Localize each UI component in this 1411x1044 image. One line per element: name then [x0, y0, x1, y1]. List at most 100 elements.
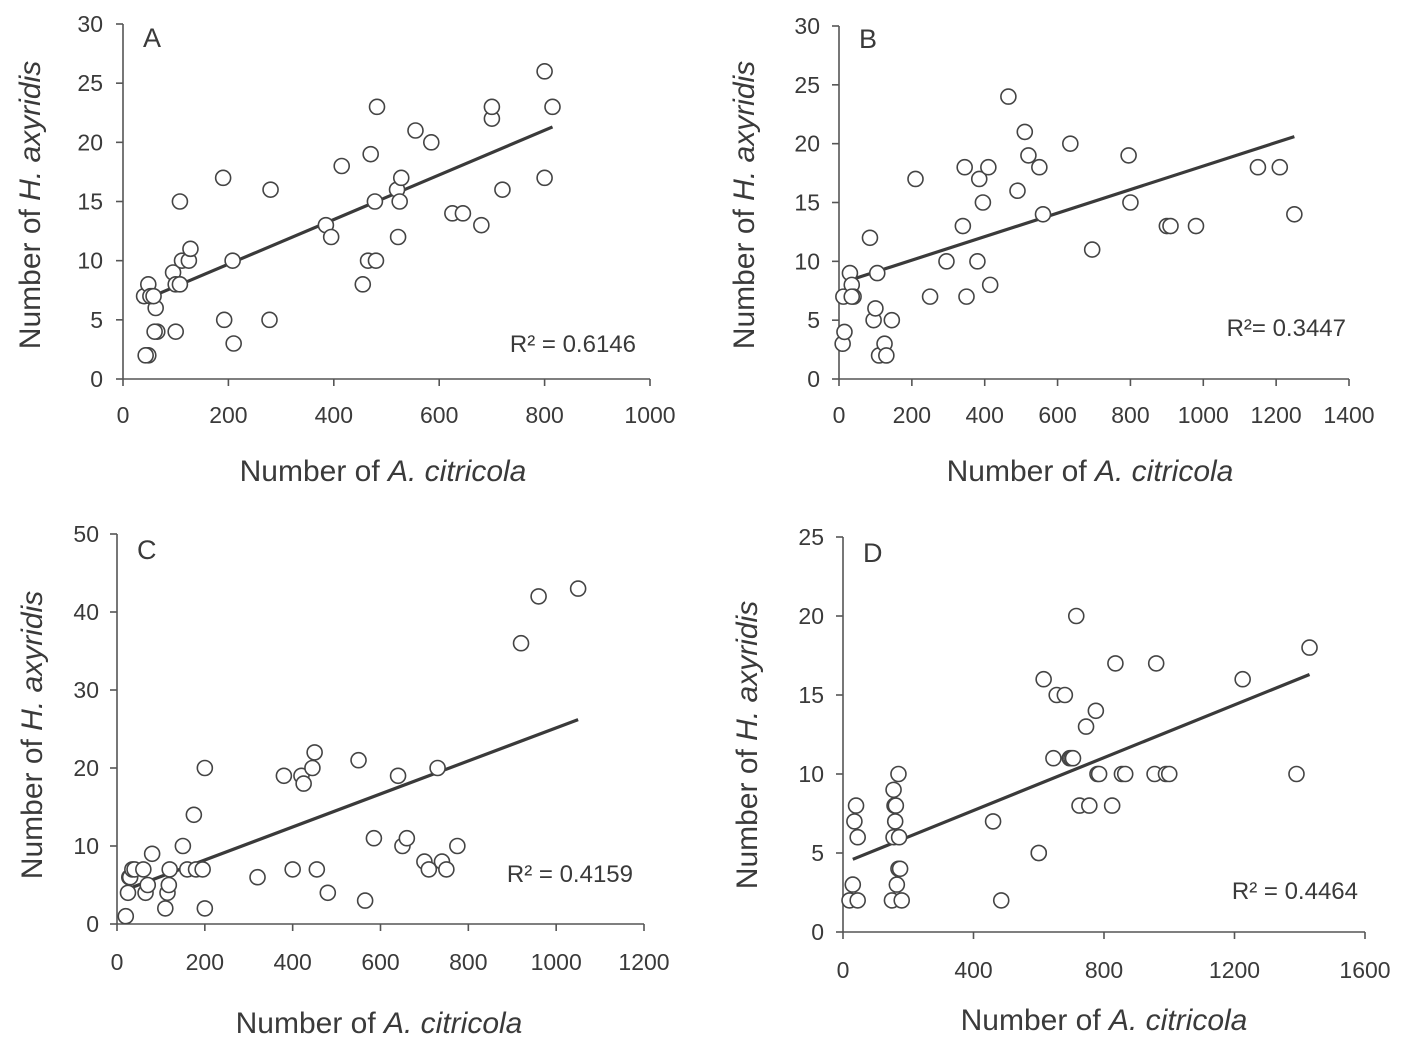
y-axis-title-b-part-0: Number of	[728, 201, 761, 349]
x-tick-label-b-1: 200	[893, 402, 931, 428]
data-point-b-19	[956, 158, 973, 176]
data-point-b-28	[1016, 123, 1034, 141]
x-tick-label-a-0: 0	[117, 402, 130, 428]
panel-letter-d: D	[863, 538, 883, 568]
data-point-d-18	[984, 813, 1002, 830]
x-axis-title-b: Number of A. citricola	[947, 455, 1234, 488]
data-point-d-36	[1103, 797, 1121, 814]
y-tick-label-c-2: 20	[73, 755, 99, 781]
data-point-d-25	[1056, 686, 1074, 704]
trendline-d	[852, 672, 1311, 861]
data-point-b-41	[1286, 205, 1303, 223]
data-point-d-45	[1288, 765, 1305, 783]
data-point-b-24	[980, 158, 997, 176]
data-point-a-40	[454, 205, 472, 222]
trendline-a	[138, 125, 554, 304]
trendline-b	[849, 135, 1295, 282]
data-point-c-18	[194, 861, 211, 878]
data-point-a-46	[536, 63, 553, 80]
panel-b: 0 200 400 600 800 1000 1200 1400 0 5 10 15 20 25 30 Num…	[728, 13, 1375, 488]
x-tick-label-a-1: 200	[209, 402, 247, 428]
data-point-c-22	[275, 767, 293, 785]
x-axis-title-a-part-0: Number of	[240, 455, 388, 488]
data-point-a-7	[137, 347, 154, 364]
y-tick-label-c-4: 40	[73, 599, 99, 625]
data-point-b-7	[861, 229, 879, 247]
y-tick-label-d-2: 10	[798, 761, 824, 787]
data-point-b-29	[1020, 147, 1037, 164]
data-point-c-26	[304, 759, 321, 777]
x-axis-title-a: Number of A. citricola	[240, 455, 527, 488]
x-axis-title-c: Number of A. citricola	[236, 1007, 523, 1039]
data-point-b-32	[1062, 135, 1079, 152]
y-tick-label-b-5: 25	[794, 72, 820, 98]
data-point-d-37	[1107, 655, 1124, 672]
x-tick-label-b-0: 0	[833, 402, 846, 428]
data-point-d-3	[847, 797, 865, 814]
data-point-a-32	[368, 98, 386, 116]
data-point-a-6	[146, 323, 163, 340]
data-point-d-35	[1090, 765, 1108, 783]
data-point-a-36	[392, 169, 410, 187]
y-axis-title-d-part-0: Number of	[731, 741, 764, 889]
data-point-b-16	[921, 288, 939, 305]
x-axis-title-a-part-1: A. citricola	[386, 455, 526, 488]
data-point-b-18	[954, 217, 972, 235]
data-point-c-35	[398, 829, 416, 847]
data-point-c-43	[530, 588, 547, 605]
data-point-c-20	[196, 759, 214, 777]
data-point-b-39	[1249, 158, 1267, 176]
data-point-c-13	[161, 861, 178, 878]
y-tick-label-b-4: 20	[794, 131, 820, 157]
panel-c: 0 200 400 600 800 1000 1200 0 10 20 30 40 50 Number o…	[16, 521, 670, 1040]
panel-a: 0 200 400 600 800 1000 0 5 10 15 20 25 30 Number of A…	[14, 11, 676, 488]
data-point-b-22	[970, 170, 988, 188]
x-tick-label-b-2: 400	[966, 402, 1004, 428]
x-tick-label-a-2: 400	[315, 402, 353, 428]
data-point-c-33	[389, 767, 407, 785]
data-point-d-14	[890, 765, 907, 783]
data-point-a-29	[362, 145, 379, 163]
x-tick-label-b-5: 1000	[1178, 402, 1229, 428]
data-point-a-9	[145, 287, 162, 305]
x-axis-title-c-part-1: A. citricola	[382, 1007, 522, 1039]
data-point-b-10	[868, 264, 886, 282]
data-point-c-8	[139, 876, 157, 894]
data-point-a-19	[215, 311, 233, 329]
data-point-d-28	[1064, 749, 1082, 767]
y-axis-title-d: Number of H. axyridis	[731, 601, 764, 889]
data-point-c-30	[350, 751, 367, 769]
y-tick-label-b-2: 10	[794, 248, 820, 274]
data-point-d-1	[844, 876, 862, 893]
data-point-b-40	[1271, 158, 1289, 176]
data-point-b-33	[1083, 241, 1101, 258]
data-point-a-18	[214, 169, 232, 187]
data-point-d-21	[1030, 844, 1048, 862]
data-point-b-25	[981, 276, 999, 294]
data-point-c-28	[308, 861, 326, 878]
y-tick-label-b-6: 30	[794, 13, 820, 39]
trendline-c	[127, 718, 579, 891]
x-tick-label-c-4: 800	[449, 949, 487, 975]
data-point-b-35	[1122, 194, 1139, 211]
data-point-b-15	[907, 170, 924, 188]
data-point-d-39	[1116, 765, 1134, 783]
data-point-c-6	[135, 861, 152, 878]
y-tick-label-c-5: 50	[73, 521, 99, 547]
data-point-d-11	[887, 797, 905, 814]
data-point-a-37	[407, 122, 424, 139]
panel-letter-c: C	[137, 535, 157, 565]
data-point-d-2	[846, 813, 863, 830]
y-tick-label-a-6: 30	[77, 11, 103, 37]
data-point-c-37	[420, 861, 438, 878]
x-axis-title-d-part-0: Number of	[961, 1004, 1109, 1037]
x-axis-title-d-part-1: A. citricola	[1107, 1004, 1247, 1037]
data-point-a-43	[483, 98, 501, 116]
data-point-d-12	[888, 876, 906, 893]
x-tick-label-b-4: 800	[1111, 402, 1149, 428]
x-axis-title-b-part-0: Number of	[947, 455, 1095, 488]
y-tick-label-c-1: 10	[73, 833, 99, 859]
x-tick-label-b-3: 600	[1038, 402, 1076, 428]
data-point-c-19	[196, 900, 214, 917]
x-tick-label-c-5: 1000	[531, 949, 582, 975]
